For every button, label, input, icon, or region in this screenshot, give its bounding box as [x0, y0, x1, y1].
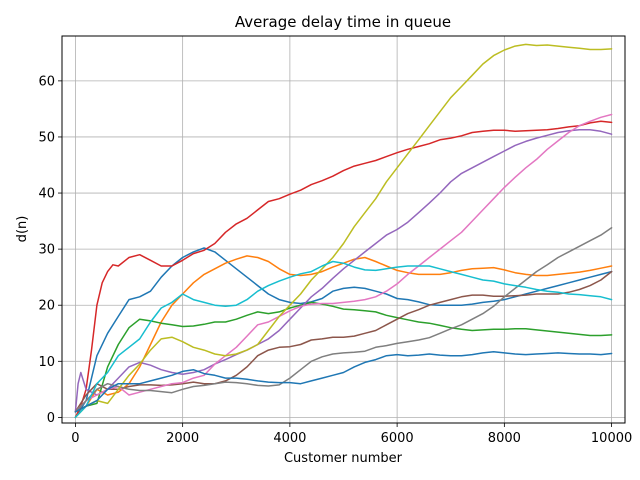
chart-title: Average delay time in queue: [235, 13, 451, 31]
x-tick-label: 6000: [381, 431, 414, 446]
y-ticks: 0 10 20 30 40 50 60: [38, 74, 62, 426]
y-axis-label: d(n): [15, 216, 30, 243]
y-tick-label: 20: [38, 299, 55, 314]
x-axis-label: Customer number: [284, 451, 403, 466]
series-line-3: [74, 301, 613, 413]
y-tick-label: 10: [38, 355, 55, 370]
x-tick-label: 10000: [591, 431, 632, 446]
series-line-5: [74, 128, 613, 413]
plot-frame: [61, 35, 626, 424]
series-line-4: [74, 120, 613, 419]
y-tick-label: 30: [38, 243, 55, 258]
x-ticks: 0 2000 4000 6000 8000 10000: [71, 423, 632, 446]
y-tick-label: 50: [38, 130, 55, 145]
series-line-10: [74, 260, 613, 419]
series-line-8: [74, 227, 613, 413]
y-tick-label: 60: [38, 74, 55, 89]
series-line-9: [74, 43, 613, 419]
x-tick-label: 0: [71, 431, 79, 446]
x-tick-label: 4000: [273, 431, 306, 446]
y-tick-label: 40: [38, 187, 55, 202]
series-line-7: [74, 113, 613, 413]
x-tick-label: 8000: [488, 431, 521, 446]
x-tick-label: 2000: [166, 431, 199, 446]
grid: [62, 36, 625, 423]
series-lines: [74, 43, 613, 419]
series-line-11: [74, 351, 613, 413]
y-tick-label: 0: [47, 411, 55, 426]
